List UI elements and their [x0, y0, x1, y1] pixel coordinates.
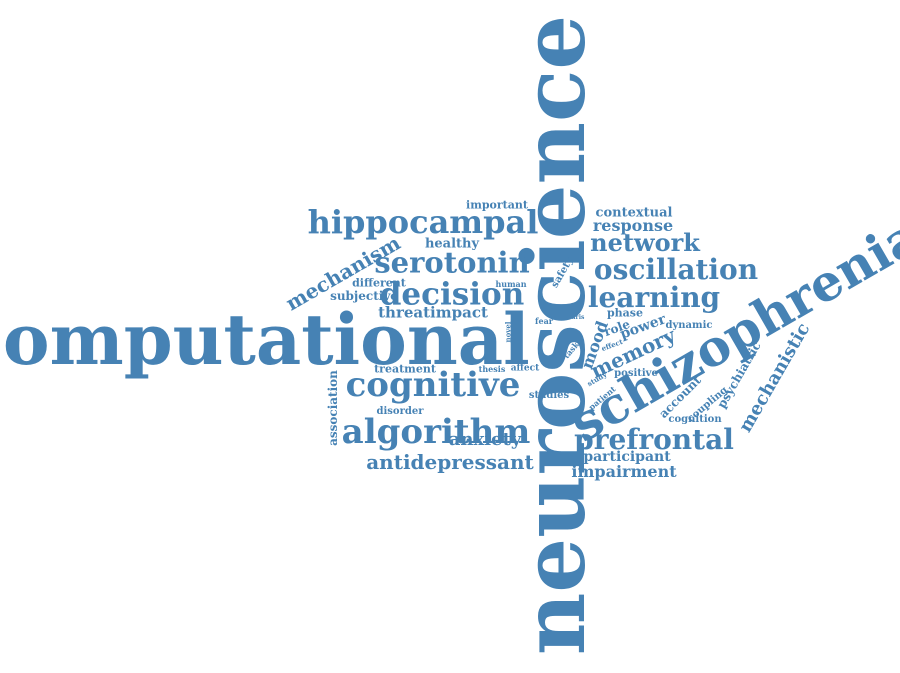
word-phase: phase [606, 306, 644, 320]
word-healthy: healthy [424, 236, 480, 252]
word-decision: decision [379, 276, 525, 313]
word-anxiety: anxiety [448, 429, 522, 450]
word-prefrontal: prefrontal [574, 423, 734, 456]
word-oscillation: oscillation [593, 253, 759, 286]
word-cognition: cognition [668, 414, 722, 425]
word-fear: fear [535, 316, 553, 326]
word-subjective: subjective [330, 289, 398, 303]
word-different: different [352, 276, 406, 290]
word-learning: learning [587, 281, 721, 314]
word-impairment: impairment [571, 462, 677, 481]
word-serotonin: serotonin [374, 245, 530, 280]
word-algorithm: algorithm [341, 412, 531, 452]
word-treatment: treatment [374, 362, 436, 376]
word-threatimpact: threatimpact [378, 303, 488, 322]
word-hippocampal: hippocampal [307, 203, 539, 241]
word-novel: novel [503, 321, 513, 343]
word-antidepressant: antidepressant [366, 450, 534, 474]
word-cognitive: cognitive [345, 365, 521, 405]
word-human: human [495, 279, 527, 289]
word-association: association [326, 370, 340, 446]
word-studies: studies [528, 390, 570, 401]
word-network: network [590, 228, 700, 257]
word-positive: positive [614, 368, 658, 379]
word-important: important [466, 198, 528, 212]
word-disorder: disorder [376, 406, 424, 417]
word-response: response [592, 216, 674, 235]
word-affect: affect [510, 363, 540, 374]
word-aris: aris [571, 314, 585, 321]
word-dynamic: dynamic [665, 320, 713, 331]
word-computational: computational [0, 298, 530, 381]
word-contextual: contextual [595, 205, 673, 221]
word-participant: participant [583, 449, 671, 465]
word-thesis: thesis [478, 364, 506, 374]
